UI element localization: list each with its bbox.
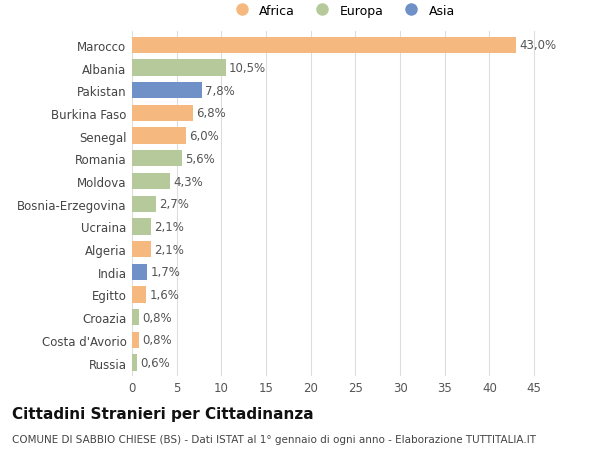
Text: 43,0%: 43,0%	[520, 39, 557, 52]
Text: 6,8%: 6,8%	[196, 107, 226, 120]
Bar	[132, 128, 185, 145]
Text: 1,6%: 1,6%	[149, 288, 179, 301]
Text: 1,7%: 1,7%	[151, 266, 180, 279]
Legend: Africa, Europa, Asia: Africa, Europa, Asia	[224, 0, 460, 22]
Bar	[132, 106, 193, 122]
Text: 2,7%: 2,7%	[159, 198, 189, 211]
Bar	[132, 38, 516, 54]
Bar	[132, 196, 156, 213]
Bar	[132, 332, 139, 348]
Text: 2,1%: 2,1%	[154, 220, 184, 233]
Text: 2,1%: 2,1%	[154, 243, 184, 256]
Text: 0,8%: 0,8%	[142, 334, 172, 347]
Text: 0,6%: 0,6%	[140, 356, 170, 369]
Bar	[132, 174, 170, 190]
Bar	[132, 241, 151, 257]
Text: Cittadini Stranieri per Cittadinanza: Cittadini Stranieri per Cittadinanza	[12, 406, 314, 421]
Text: 10,5%: 10,5%	[229, 62, 266, 75]
Bar	[132, 83, 202, 99]
Text: 7,8%: 7,8%	[205, 84, 235, 97]
Text: 6,0%: 6,0%	[189, 130, 218, 143]
Bar	[132, 355, 137, 371]
Bar	[132, 151, 182, 167]
Bar	[132, 309, 139, 325]
Text: 4,3%: 4,3%	[173, 175, 203, 188]
Bar	[132, 60, 226, 77]
Bar	[132, 264, 147, 280]
Text: COMUNE DI SABBIO CHIESE (BS) - Dati ISTAT al 1° gennaio di ogni anno - Elaborazi: COMUNE DI SABBIO CHIESE (BS) - Dati ISTA…	[12, 434, 536, 444]
Bar	[132, 287, 146, 303]
Text: 0,8%: 0,8%	[142, 311, 172, 324]
Text: 5,6%: 5,6%	[185, 152, 215, 165]
Bar	[132, 219, 151, 235]
